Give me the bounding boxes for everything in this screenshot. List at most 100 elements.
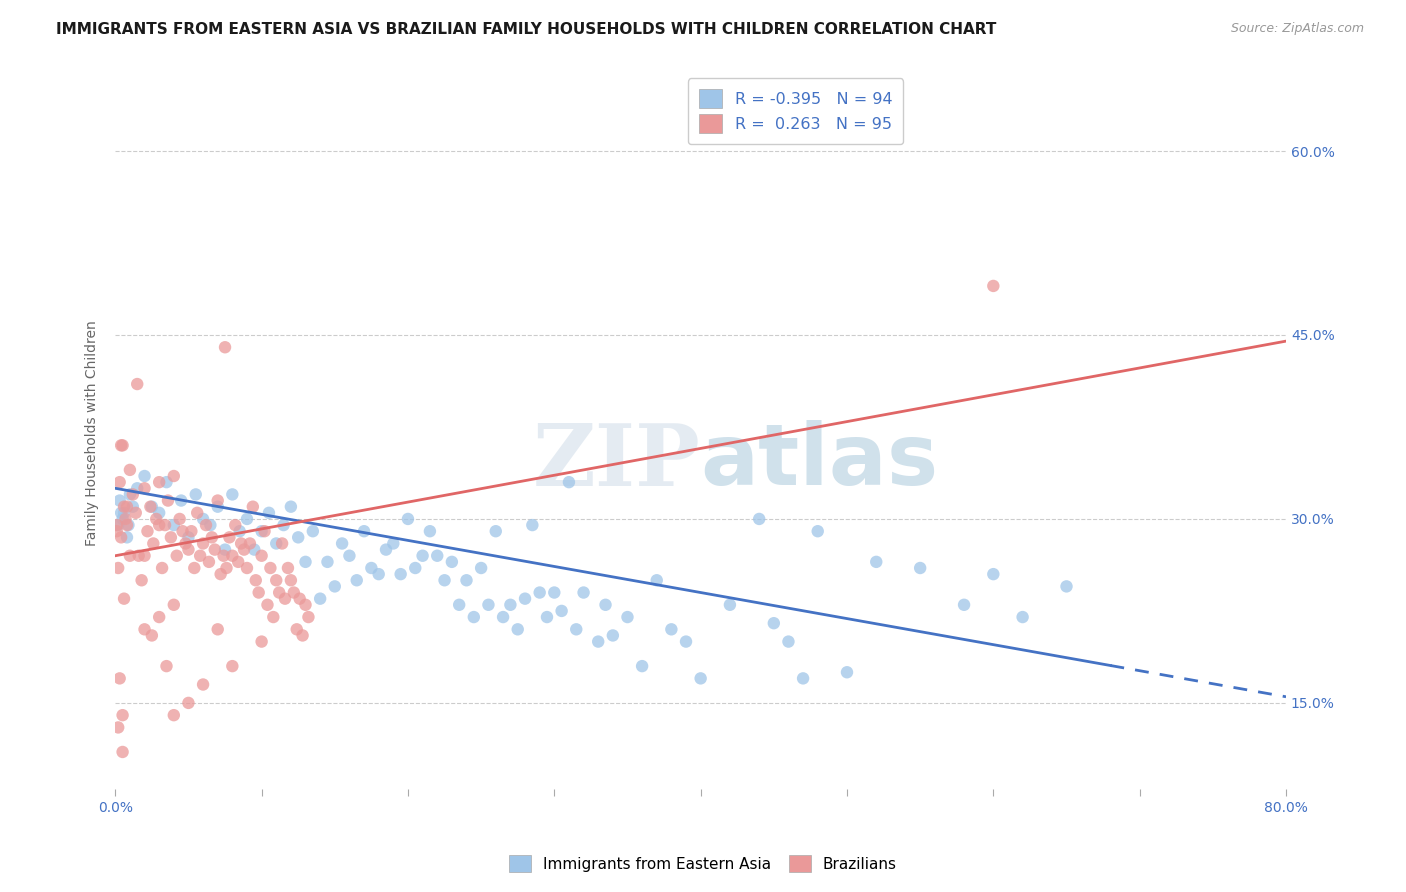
Point bbox=[229, 536, 252, 550]
Point bbox=[172, 524, 194, 539]
Point bbox=[115, 500, 138, 514]
Point bbox=[221, 487, 243, 501]
Point bbox=[112, 591, 135, 606]
Point bbox=[108, 493, 131, 508]
Point bbox=[204, 542, 226, 557]
Point bbox=[105, 518, 128, 533]
Point bbox=[153, 518, 176, 533]
Point bbox=[111, 708, 134, 723]
Point bbox=[107, 518, 129, 533]
Point bbox=[111, 745, 134, 759]
Point bbox=[131, 574, 153, 588]
Point bbox=[169, 512, 191, 526]
Point bbox=[118, 549, 141, 563]
Point bbox=[419, 524, 441, 539]
Text: atlas: atlas bbox=[700, 420, 939, 503]
Point bbox=[316, 555, 339, 569]
Point bbox=[449, 598, 471, 612]
Point bbox=[367, 567, 389, 582]
Point bbox=[127, 377, 149, 392]
Point bbox=[661, 623, 683, 637]
Point bbox=[141, 500, 163, 514]
Point bbox=[163, 518, 186, 533]
Point bbox=[543, 585, 565, 599]
Point bbox=[792, 672, 814, 686]
Point bbox=[288, 591, 311, 606]
Point bbox=[346, 574, 368, 588]
Point bbox=[108, 672, 131, 686]
Point bbox=[470, 561, 492, 575]
Point bbox=[170, 493, 193, 508]
Point bbox=[191, 677, 214, 691]
Point bbox=[297, 610, 319, 624]
Point bbox=[492, 610, 515, 624]
Point bbox=[513, 591, 536, 606]
Point bbox=[121, 500, 143, 514]
Point bbox=[250, 524, 273, 539]
Point bbox=[242, 500, 264, 514]
Point bbox=[200, 518, 222, 533]
Point bbox=[981, 567, 1004, 582]
Point bbox=[645, 574, 668, 588]
Point bbox=[675, 634, 697, 648]
Point bbox=[118, 487, 141, 501]
Point bbox=[107, 721, 129, 735]
Point bbox=[145, 512, 167, 526]
Point bbox=[262, 610, 284, 624]
Legend: Immigrants from Eastern Asia, Brazilians: Immigrants from Eastern Asia, Brazilians bbox=[502, 847, 904, 880]
Point bbox=[426, 549, 449, 563]
Point bbox=[221, 549, 243, 563]
Point bbox=[631, 659, 654, 673]
Point bbox=[105, 524, 128, 539]
Point bbox=[595, 598, 617, 612]
Point bbox=[506, 623, 529, 637]
Legend: R = -0.395   N = 94, R =  0.263   N = 95: R = -0.395 N = 94, R = 0.263 N = 95 bbox=[689, 78, 904, 144]
Point bbox=[139, 500, 162, 514]
Point bbox=[136, 524, 159, 539]
Point bbox=[111, 512, 134, 526]
Point bbox=[477, 598, 499, 612]
Point bbox=[177, 542, 200, 557]
Point bbox=[529, 585, 551, 599]
Point bbox=[283, 585, 305, 599]
Point bbox=[572, 585, 595, 599]
Point bbox=[762, 616, 785, 631]
Point bbox=[174, 536, 197, 550]
Point bbox=[485, 524, 508, 539]
Point bbox=[382, 536, 405, 550]
Point bbox=[323, 579, 346, 593]
Point bbox=[565, 623, 588, 637]
Text: ZIP: ZIP bbox=[533, 419, 700, 504]
Point bbox=[114, 512, 136, 526]
Point bbox=[602, 628, 624, 642]
Point bbox=[274, 591, 297, 606]
Point bbox=[134, 623, 156, 637]
Point bbox=[141, 628, 163, 642]
Point bbox=[184, 487, 207, 501]
Point bbox=[209, 567, 232, 582]
Point bbox=[108, 475, 131, 490]
Point bbox=[160, 530, 183, 544]
Point bbox=[277, 561, 299, 575]
Point bbox=[396, 512, 419, 526]
Point bbox=[550, 604, 572, 618]
Point bbox=[107, 561, 129, 575]
Point bbox=[264, 574, 287, 588]
Point bbox=[264, 536, 287, 550]
Point bbox=[499, 598, 522, 612]
Point bbox=[908, 561, 931, 575]
Point bbox=[115, 518, 138, 533]
Point bbox=[253, 524, 276, 539]
Point bbox=[207, 623, 229, 637]
Point bbox=[191, 512, 214, 526]
Point bbox=[330, 536, 353, 550]
Point bbox=[207, 500, 229, 514]
Point bbox=[778, 634, 800, 648]
Point bbox=[294, 598, 316, 612]
Point bbox=[280, 500, 302, 514]
Point bbox=[586, 634, 609, 648]
Point bbox=[953, 598, 976, 612]
Point bbox=[616, 610, 638, 624]
Point bbox=[207, 493, 229, 508]
Point bbox=[360, 561, 382, 575]
